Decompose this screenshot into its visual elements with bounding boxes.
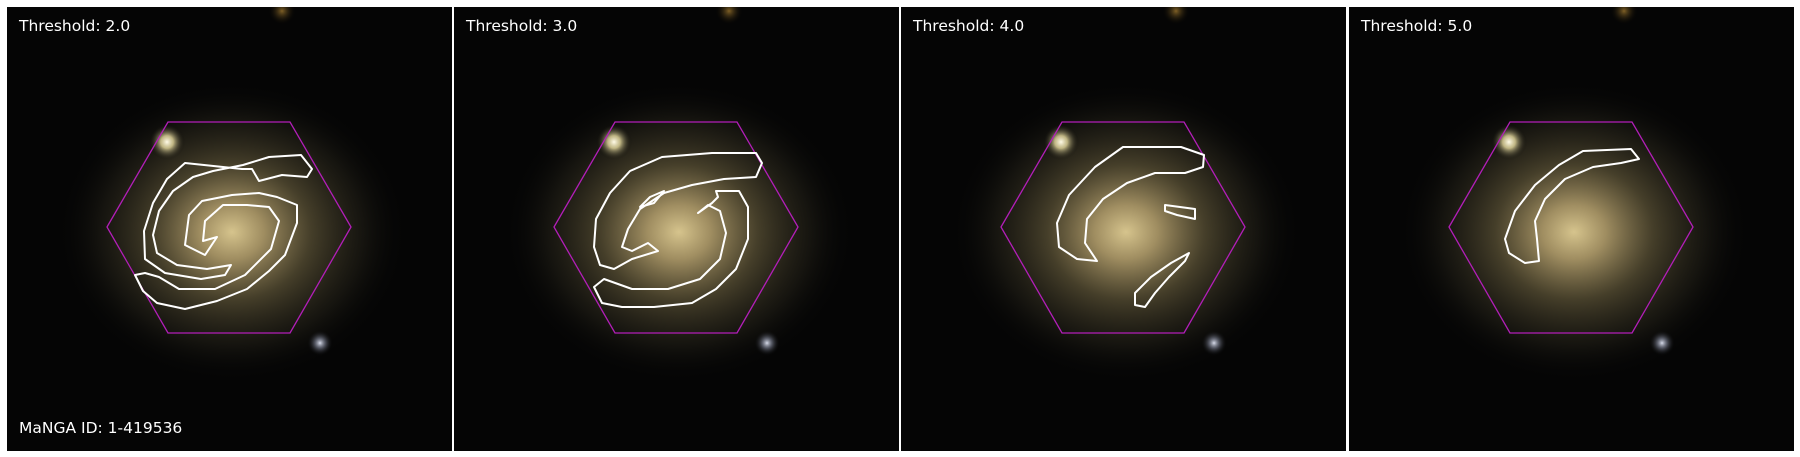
panel-threshold-2: Threshold: 2.0 MaNGA ID: 1-419536 bbox=[7, 7, 452, 451]
hexagon-ifu bbox=[1000, 121, 1246, 334]
galaxy-image bbox=[1399, 7, 1749, 382]
spiral-arm-contour bbox=[593, 152, 763, 308]
hexagon-ifu bbox=[1448, 121, 1694, 334]
spiral-arm-contour bbox=[1504, 148, 1640, 264]
threshold-label: Threshold: 4.0 bbox=[913, 17, 1025, 35]
panel-threshold-5: Threshold: 5.0 bbox=[1349, 7, 1794, 451]
panel-threshold-4: Threshold: 4.0 bbox=[901, 7, 1346, 451]
threshold-label: Threshold: 5.0 bbox=[1361, 17, 1473, 35]
hexagon-ifu bbox=[106, 121, 352, 334]
threshold-label: Threshold: 2.0 bbox=[19, 17, 131, 35]
spiral-arm-contour bbox=[134, 154, 313, 310]
panel-threshold-3: Threshold: 3.0 bbox=[454, 7, 899, 451]
threshold-label: Threshold: 3.0 bbox=[466, 17, 578, 35]
galaxy-image bbox=[57, 7, 407, 382]
hexagon-ifu bbox=[553, 121, 799, 334]
galaxy-image bbox=[504, 7, 854, 382]
spiral-arm-contour bbox=[1056, 146, 1205, 308]
galaxy-image bbox=[951, 7, 1301, 382]
manga-id-label: MaNGA ID: 1-419536 bbox=[19, 419, 183, 437]
